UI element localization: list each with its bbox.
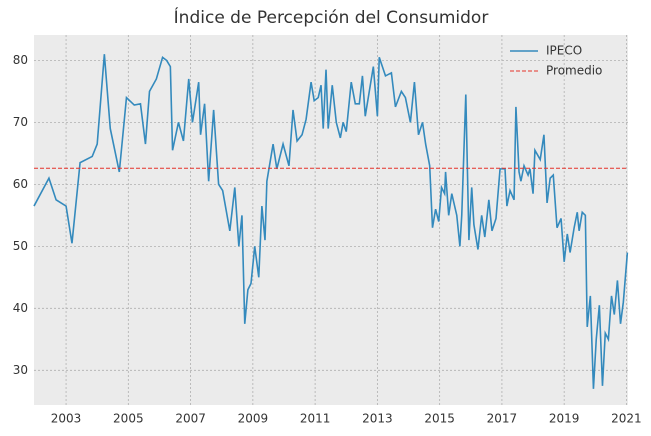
y-tick-label: 80 (13, 53, 28, 67)
x-tick-label: 2007 (175, 412, 206, 426)
x-tick-label: 2019 (549, 412, 580, 426)
x-tick-label: 2009 (238, 412, 269, 426)
legend-label: Promedio (546, 64, 602, 78)
x-tick-label: 2005 (113, 412, 144, 426)
x-tick-label: 2003 (51, 412, 82, 426)
data-line (33, 54, 629, 389)
y-tick-label: 70 (13, 115, 28, 129)
x-tick-label: 2013 (362, 412, 393, 426)
x-tick-label: 2017 (487, 412, 518, 426)
y-tick-label: 60 (13, 177, 28, 191)
y-tick-label: 40 (13, 301, 28, 315)
legend-label: IPECO (546, 44, 582, 58)
x-tick-label: 2015 (424, 412, 455, 426)
y-tick-label: 30 (13, 363, 28, 377)
chart-title: Índice de Percepción del Consumidor (174, 6, 489, 28)
x-tick-label: 2021 (611, 412, 642, 426)
y-tick-label: 50 (13, 239, 28, 253)
x-tick-label: 2011 (300, 412, 331, 426)
